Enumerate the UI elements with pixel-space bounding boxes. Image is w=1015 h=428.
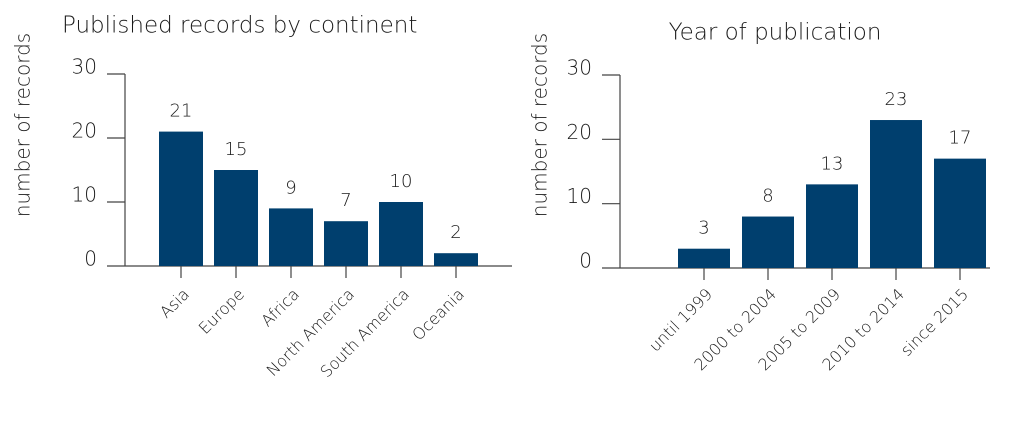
- chart-title: Year of publication: [669, 20, 882, 46]
- bar: [159, 131, 203, 266]
- bar: [269, 208, 313, 266]
- value-label: 21: [170, 101, 193, 122]
- y-tick-label: 10: [567, 184, 592, 208]
- x-tick-label: Asia: [156, 285, 193, 322]
- value-label: 9: [285, 177, 296, 198]
- bar: [678, 248, 730, 268]
- bar: [379, 202, 423, 266]
- chart-title: Published records by continent: [62, 13, 417, 39]
- y-tick-label: 0: [84, 247, 97, 271]
- y-tick-label: 20: [567, 120, 592, 144]
- bar: [214, 170, 258, 266]
- value-label: 15: [225, 139, 248, 160]
- y-tick-label: 0: [579, 249, 592, 273]
- y-axis-label: number of records: [11, 33, 35, 217]
- value-label: 7: [340, 190, 351, 211]
- value-label: 8: [762, 186, 773, 207]
- y-tick-label: 30: [72, 55, 97, 79]
- bar: [806, 184, 858, 268]
- value-label: 3: [698, 218, 709, 239]
- bar: [434, 253, 478, 266]
- y-tick-label: 10: [72, 183, 97, 207]
- bar: [324, 221, 368, 266]
- value-label: 23: [885, 89, 908, 110]
- x-tick-label: Europe: [195, 285, 248, 338]
- bar: [870, 120, 922, 269]
- y-tick-label: 20: [72, 119, 97, 143]
- x-tick-label: Africa: [257, 285, 303, 331]
- y-axis-label: number of records: [528, 33, 552, 217]
- value-label: 10: [390, 171, 413, 192]
- y-tick-label: 30: [567, 56, 592, 80]
- bar: [934, 158, 986, 268]
- value-label: 13: [821, 153, 844, 174]
- x-tick-label: Oceania: [408, 285, 468, 345]
- x-tick-label: since 2015: [897, 285, 972, 360]
- value-label: 2: [450, 222, 461, 243]
- value-label: 17: [949, 128, 972, 149]
- bar: [742, 216, 794, 268]
